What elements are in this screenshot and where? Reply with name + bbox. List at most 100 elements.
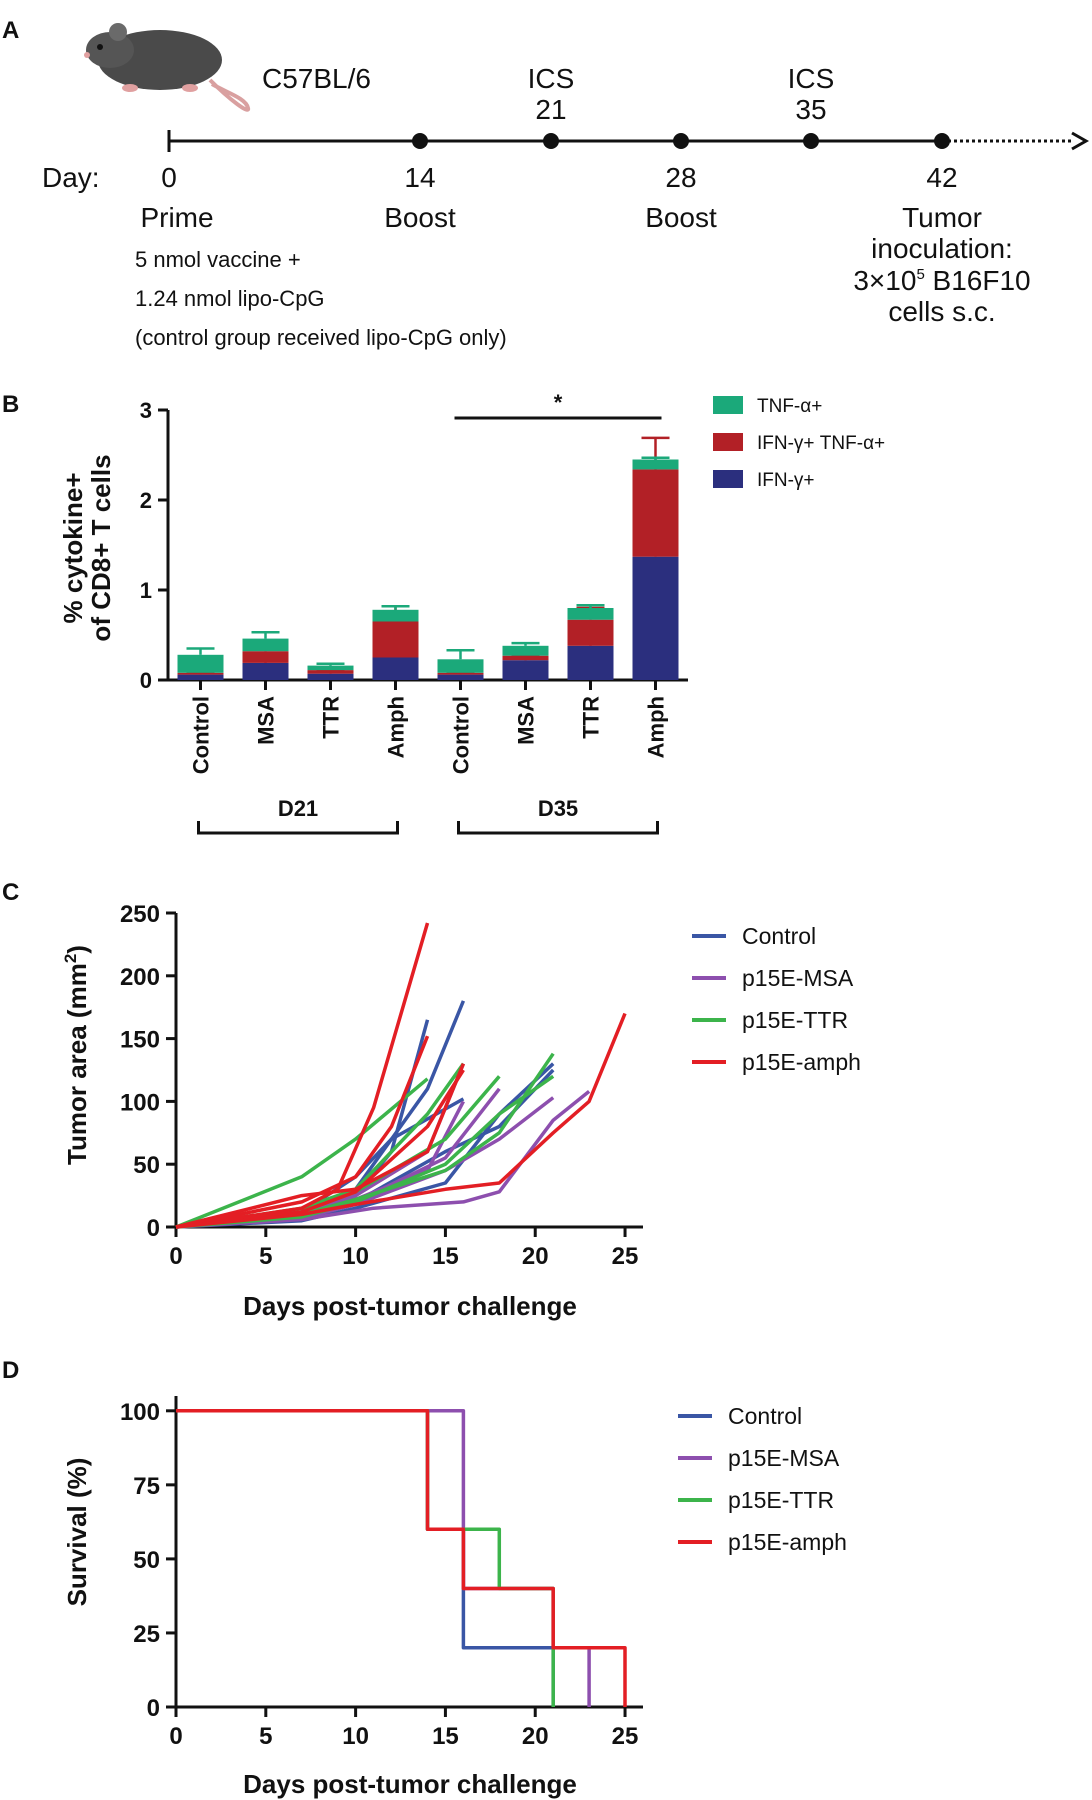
day-label: 0 (161, 162, 177, 193)
bar-segment (177, 674, 224, 680)
legend-label: Control (742, 923, 816, 949)
y-axis-title: % cytokine+ (58, 472, 88, 623)
x-tick-label: 25 (612, 1243, 639, 1270)
timeline-dot-day35 (803, 133, 819, 149)
y-tick-label: 150 (120, 1027, 160, 1054)
bar-segment (242, 638, 289, 652)
series-line (175, 1074, 555, 1229)
x-axis-title: Days post-tumor challenge (243, 1291, 577, 1321)
line-chart-legend: Control p15E-MSA p15E-TTR p15E-amph (692, 923, 861, 1075)
series-line (176, 1409, 555, 1707)
panel-a-letter: A (2, 17, 19, 44)
series-line (176, 1409, 627, 1707)
day-label: 28 (665, 162, 696, 193)
series-line (175, 1062, 465, 1229)
timeline-dot-day28 (673, 133, 689, 149)
bar-segment (567, 645, 614, 680)
bar-segment (307, 673, 354, 680)
series-line (175, 1063, 466, 1229)
bar-segment (502, 645, 549, 656)
timeline-dot-day42 (934, 133, 950, 149)
bar-chart-bars (177, 436, 679, 680)
panel-c: C Tumor area (mm2) Days post-tumor chall… (2, 879, 861, 1321)
bar-segment (177, 672, 224, 675)
legend-swatch (713, 396, 743, 414)
x-tick-label: 10 (342, 1723, 369, 1750)
panel-d-letter: D (2, 1357, 19, 1384)
y-tick-label: 50 (133, 1152, 160, 1179)
series-line (175, 1012, 627, 1229)
survival-chart-axes: 0 25 50 75 100 0 5 10 15 20 25 (120, 1396, 643, 1750)
legend-swatch (713, 470, 743, 488)
y-tick-label: 0 (147, 1695, 160, 1722)
ics-label: ICS (788, 63, 835, 94)
group-label: D21 (278, 796, 318, 821)
group-label: D35 (538, 796, 578, 821)
tumor-label: cells s.c. (888, 296, 995, 327)
y-tick-label: 100 (120, 1089, 160, 1116)
legend-label: TNF-α+ (757, 396, 822, 417)
mouse-eye (97, 44, 103, 50)
prime-label: Prime (140, 202, 213, 233)
x-tick-label: 15 (432, 1243, 459, 1270)
y-tick-label: 50 (133, 1547, 160, 1574)
ics-day: 35 (795, 94, 826, 125)
bar-segment (567, 608, 614, 620)
legend-label: IFN-γ+ TNF-α+ (757, 433, 885, 454)
y-tick-label: 250 (120, 901, 160, 928)
x-tick-label: Control (189, 696, 214, 774)
legend-label: Control (728, 1403, 802, 1429)
y-axis-title: of CD8+ T cells (86, 454, 116, 641)
x-tick-label: 25 (612, 1723, 639, 1750)
prime-note: 1.24 nmol lipo-CpG (135, 286, 325, 311)
boost-label: Boost (384, 202, 456, 233)
prime-note: 5 nmol vaccine + (135, 247, 301, 272)
line-chart-axes: 0 50 100 150 200 250 0 5 10 15 20 25 (120, 901, 643, 1270)
tumor-label: Tumor (902, 202, 982, 233)
day-label: 14 (404, 162, 435, 193)
x-tick-label: 5 (259, 1723, 272, 1750)
y-tick-label: 0 (147, 1215, 160, 1242)
day-label: 42 (926, 162, 957, 193)
series-line (176, 1409, 591, 1707)
bar-segment (437, 674, 484, 680)
line-chart-lines (175, 922, 627, 1229)
bar-segment (307, 670, 354, 674)
y-axis-title: Tumor area (mm2) (61, 945, 92, 1165)
x-tick-label: Control (449, 696, 474, 774)
legend-swatch (713, 433, 743, 451)
x-axis-title: Days post-tumor challenge (243, 1769, 577, 1799)
legend-label: p15E-amph (728, 1529, 847, 1555)
legend-label: p15E-amph (742, 1049, 861, 1075)
x-tick-label: 20 (522, 1243, 549, 1270)
bar-segment (372, 609, 419, 622)
ics-label: ICS (528, 63, 575, 94)
group-bracket (197, 821, 399, 835)
panel-c-letter: C (2, 879, 19, 906)
mouse-ear (109, 23, 127, 41)
x-tick-label: Amph (384, 696, 409, 758)
bar-segment (177, 654, 224, 673)
bar-segment (502, 660, 549, 680)
boost-label: Boost (645, 202, 717, 233)
bar-segment (372, 621, 419, 658)
x-tick-label: MSA (254, 696, 279, 745)
x-tick-label: 0 (169, 1243, 182, 1270)
x-tick-label: 15 (432, 1723, 459, 1750)
y-axis-title: Survival (%) (62, 1458, 92, 1607)
y-tick-label: 75 (133, 1473, 160, 1500)
x-tick-label: MSA (514, 696, 539, 745)
mouse-head (86, 32, 134, 68)
x-tick-label: TTR (319, 696, 344, 739)
bar-segment (242, 662, 289, 680)
y-tick-label: 25 (133, 1621, 160, 1648)
bar-segment (437, 672, 484, 675)
x-tick-label: Amph (644, 696, 669, 758)
legend-label: p15E-TTR (742, 1007, 848, 1033)
day-prefix: Day: (42, 162, 100, 193)
legend-label: p15E-TTR (728, 1487, 834, 1513)
y-tick-label: 1 (140, 578, 152, 603)
tumor-dose: 3×105 B16F10 (853, 265, 1030, 296)
panel-a: A C57BL/6 ICS 21 ICS 35 Day: 0 14 28 (2, 17, 1090, 350)
